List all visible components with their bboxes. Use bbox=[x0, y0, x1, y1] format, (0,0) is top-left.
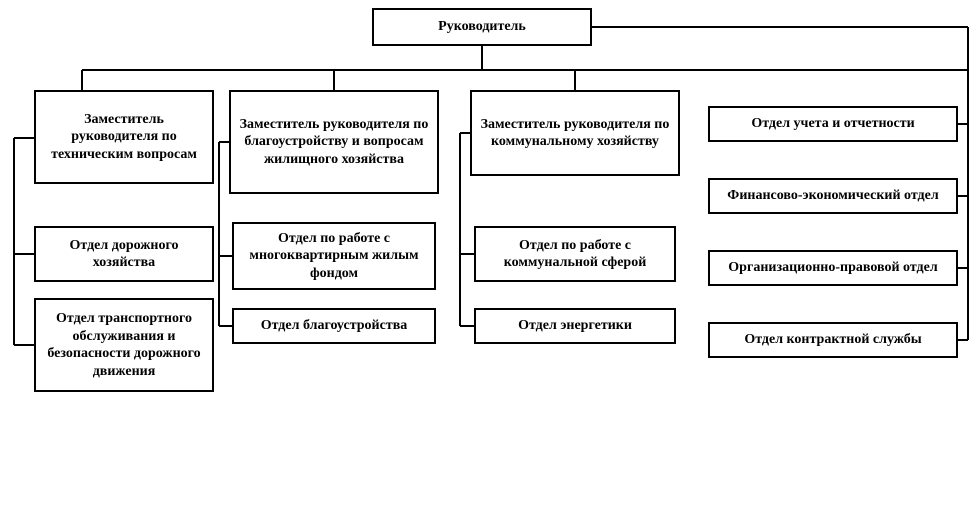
node-label: Отдел энергетики bbox=[518, 317, 632, 335]
node-label: Отдел благоустройства bbox=[261, 317, 408, 335]
node-finance-dept: Финансово-экономический отдел bbox=[708, 178, 958, 214]
node-root: Руководитель bbox=[372, 8, 592, 46]
node-label: Отдел транспортного обслуживания и безоп… bbox=[42, 310, 206, 380]
node-deputy-utilities: Заместитель руководителя по коммунальном… bbox=[470, 90, 680, 176]
node-accounting-dept: Отдел учета и отчетности bbox=[708, 106, 958, 142]
node-deputy-technical: Заместитель руководителя по техническим … bbox=[34, 90, 214, 184]
org-chart-canvas: Руководитель Заместитель руководителя по… bbox=[0, 0, 977, 529]
node-communal-dept: Отдел по работе с коммунальной сферой bbox=[474, 226, 676, 282]
node-label: Заместитель руководителя по коммунальном… bbox=[478, 116, 672, 151]
node-transport-dept: Отдел транспортного обслуживания и безоп… bbox=[34, 298, 214, 392]
node-label: Отдел по работе с многоквартирным жилым … bbox=[240, 230, 428, 283]
node-improvement-dept: Отдел благоустройства bbox=[232, 308, 436, 344]
node-label: Руководитель bbox=[438, 18, 526, 36]
node-legal-dept: Организационно-правовой отдел bbox=[708, 250, 958, 286]
node-housing-dept: Отдел по работе с многоквартирным жилым … bbox=[232, 222, 436, 290]
node-energy-dept: Отдел энергетики bbox=[474, 308, 676, 344]
node-label: Заместитель руководителя по техническим … bbox=[42, 111, 206, 164]
node-label: Организационно-правовой отдел bbox=[728, 259, 937, 277]
node-label: Отдел по работе с коммунальной сферой bbox=[482, 237, 668, 272]
node-label: Финансово-экономический отдел bbox=[727, 187, 938, 205]
node-contract-dept: Отдел контрактной службы bbox=[708, 322, 958, 358]
node-road-dept: Отдел дорожного хозяйства bbox=[34, 226, 214, 282]
node-label: Заместитель руководителя по благоустройс… bbox=[237, 116, 431, 169]
node-label: Отдел учета и отчетности bbox=[751, 115, 914, 133]
node-label: Отдел дорожного хозяйства bbox=[42, 237, 206, 272]
node-label: Отдел контрактной службы bbox=[744, 331, 921, 349]
node-deputy-improvement: Заместитель руководителя по благоустройс… bbox=[229, 90, 439, 194]
